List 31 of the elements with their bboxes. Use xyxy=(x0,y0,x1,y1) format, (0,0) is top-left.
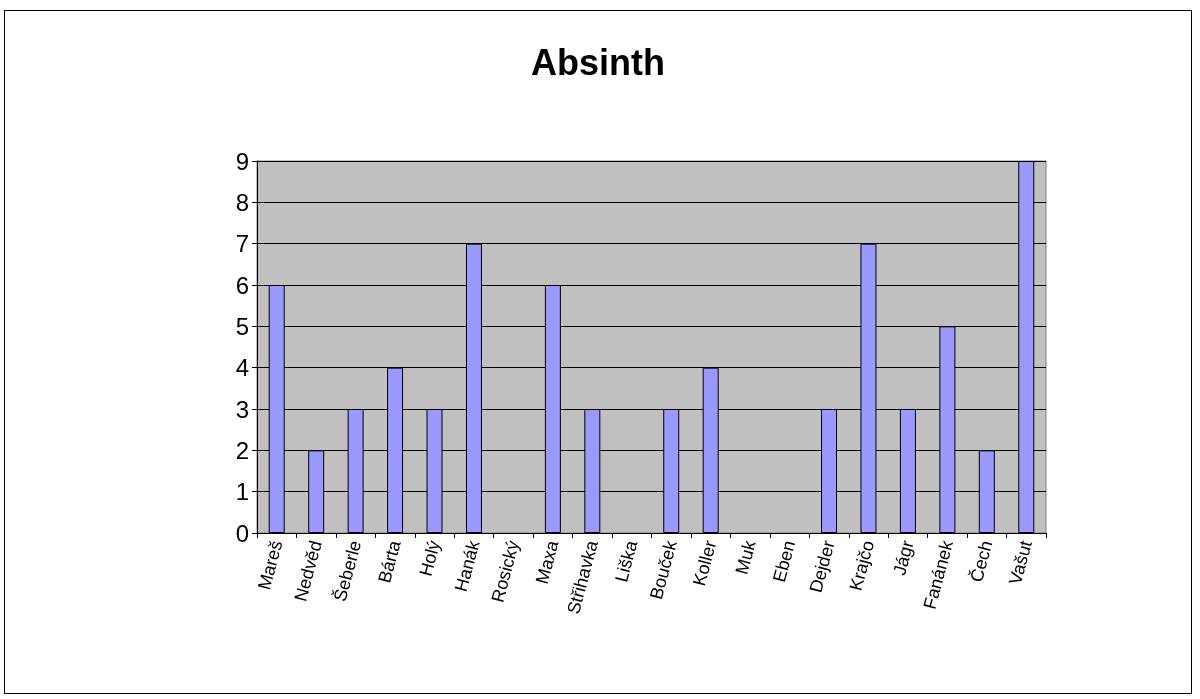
x-tick-label: Rosický xyxy=(487,538,524,605)
x-tick-label: Mareš xyxy=(254,538,287,592)
x-tick-label: Koller xyxy=(689,538,721,589)
x-tick-label: Čech xyxy=(965,538,997,585)
x-tick-label: Holý xyxy=(415,538,445,579)
x-tick-label: Muk xyxy=(731,537,761,577)
x-tick-label: Hanák xyxy=(450,537,484,594)
y-tick-label: 8 xyxy=(235,188,249,216)
x-tick-label: Eben xyxy=(769,538,800,585)
x-tick-label: Liška xyxy=(611,537,642,585)
x-tick-label: Střihavka xyxy=(563,537,603,617)
chart-title: Absinth xyxy=(531,41,665,83)
y-tick-label: 1 xyxy=(235,478,249,506)
x-tick-label: Bouček xyxy=(646,537,682,602)
y-tick-label: 0 xyxy=(235,519,249,547)
x-tick-label: Nedvěd xyxy=(290,538,326,604)
x-tick-label: Dejder xyxy=(805,538,839,595)
x-tick-label: Vašut xyxy=(1005,538,1036,587)
y-tick-label: 7 xyxy=(235,230,249,258)
y-tick-label: 4 xyxy=(235,354,249,382)
x-tick-label: Krajčo xyxy=(845,538,879,593)
y-tick-label: 3 xyxy=(235,395,249,423)
x-tick-label: Fanánek xyxy=(919,537,958,612)
y-tick-label: 6 xyxy=(235,271,249,299)
y-tick-label: 2 xyxy=(235,436,249,464)
y-tick-label: 5 xyxy=(235,312,249,340)
x-tick-label: Maxa xyxy=(531,537,563,587)
x-tick-label: Šeberle xyxy=(328,538,366,604)
y-tick-label: 9 xyxy=(235,147,249,175)
x-tick-label: Bárta xyxy=(374,537,405,586)
x-tick-label: Jágr xyxy=(889,538,918,578)
